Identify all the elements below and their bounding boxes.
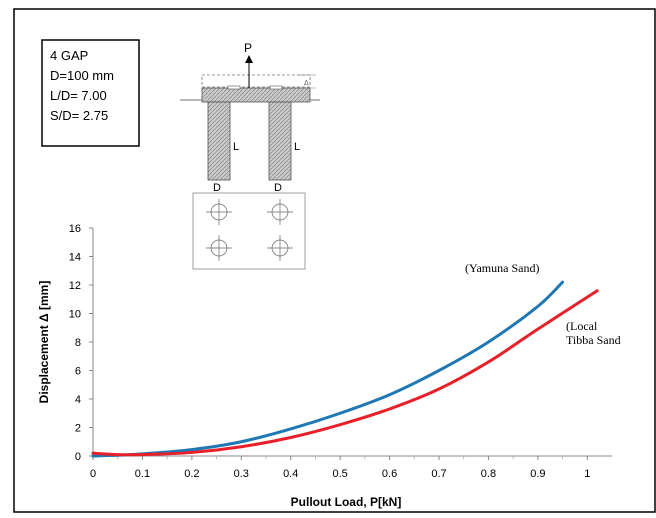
pile-right [268, 101, 292, 181]
x-axis-title: Pullout Load, P[kN] [291, 495, 402, 509]
x-tick-label: 0 [90, 468, 96, 480]
info-spacing-ratio: S/D= 2.75 [50, 108, 108, 123]
plan-view-box [192, 192, 306, 270]
series-line-yamuna-sand [91, 280, 565, 458]
info-box-border [41, 39, 140, 147]
load-arrow-head [245, 55, 253, 63]
info-diameter: D=100 mm [50, 68, 114, 83]
pile-diameter-label-right: D [274, 182, 282, 194]
y-tick-label: 12 [69, 280, 81, 292]
delta-label: Δ [304, 80, 309, 87]
y-tick-label: 10 [69, 309, 81, 321]
displaced-cap-outline [201, 74, 311, 88]
y-axis-title: Displacement Δ [mm] [37, 281, 51, 404]
y-tick-label: 6 [75, 366, 81, 378]
x-tick-label: 0.5 [332, 468, 347, 480]
series-layer [91, 280, 599, 458]
y-axis-ticks: 0 2 4 6 8 10 12 14 16 [69, 223, 93, 463]
series-label-tibba-line2: Tibba Sand [566, 333, 621, 347]
x-tick-label: 0.7 [431, 468, 446, 480]
pile-length-label-right: L [294, 141, 300, 153]
y-tick-label: 2 [75, 423, 81, 435]
pile-schematic: P Δ L L D D [180, 41, 320, 270]
load-label: P [244, 41, 252, 55]
pile-diameter-label-left: D [213, 182, 221, 194]
pile-left [207, 101, 231, 181]
x-tick-label: 0.4 [283, 468, 298, 480]
series-label-tibba-line1: (Local [566, 319, 598, 333]
x-tick-label: 0.8 [481, 468, 496, 480]
series-label-yamuna: (Yamuna Sand) [465, 261, 539, 275]
x-axis-ticks: 0 0.1 0.2 0.3 0.4 0.5 0.6 0.7 0.8 0.9 1 [90, 456, 590, 480]
x-tick-label: 0.3 [234, 468, 249, 480]
figure-frame [13, 8, 656, 513]
x-tick-label: 1 [584, 468, 590, 480]
x-tick-label: 0.9 [530, 468, 545, 480]
pile-cap [201, 87, 311, 103]
series-line-local-tibba-sand [91, 289, 599, 457]
y-tick-label: 0 [75, 451, 81, 463]
y-tick-label: 8 [75, 337, 81, 349]
y-tick-label: 14 [69, 252, 81, 264]
y-tick-label: 4 [75, 394, 81, 406]
x-tick-label: 0.2 [184, 468, 199, 480]
plan-view-piles [206, 199, 293, 261]
pile-length-label-left: L [233, 141, 239, 153]
y-tick-label: 16 [69, 223, 81, 235]
x-tick-label: 0.1 [135, 468, 150, 480]
info-length-ratio: L/D= 7.00 [50, 88, 107, 103]
x-tick-label: 0.6 [382, 468, 397, 480]
info-gap: 4 GAP [50, 48, 88, 63]
cap-plate-right [269, 85, 283, 90]
cap-plate-left [227, 85, 241, 90]
info-box: 4 GAP D=100 mm L/D= 7.00 S/D= 2.75 [41, 39, 140, 147]
